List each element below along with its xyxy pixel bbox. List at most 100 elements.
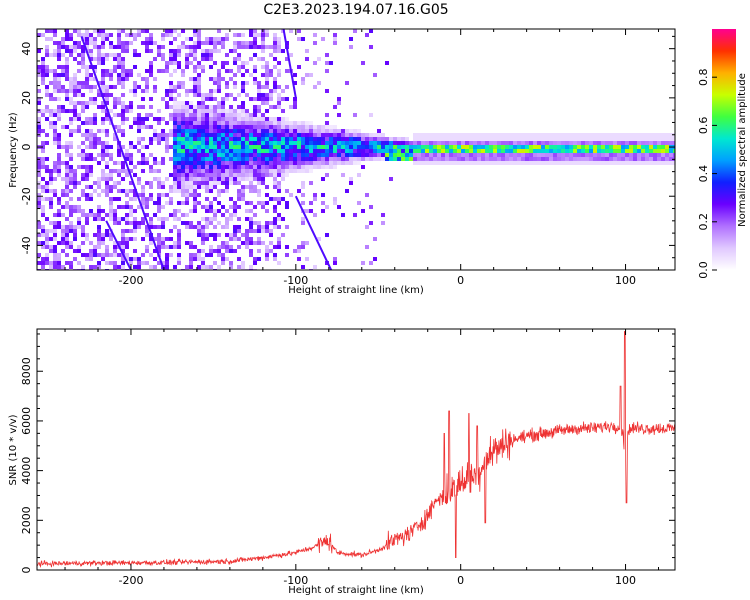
heatmap-cell xyxy=(121,117,125,121)
heatmap-cell xyxy=(301,169,305,173)
heatmap-cell xyxy=(85,133,89,137)
heatmap-cell xyxy=(189,169,193,173)
heatmap-cell xyxy=(277,73,281,77)
heatmap-cell xyxy=(277,237,281,241)
heatmap-cell xyxy=(169,197,173,201)
heatmap-cell xyxy=(149,165,153,169)
heatmap-cell xyxy=(373,149,377,153)
heatmap-cell xyxy=(133,33,137,37)
heatmap-cell xyxy=(137,117,141,121)
heatmap-cell xyxy=(249,29,253,33)
heatmap-cell xyxy=(313,137,317,141)
heatmap-cell xyxy=(161,53,165,57)
heatmap-cell xyxy=(253,145,257,149)
heatmap-cell xyxy=(185,201,189,205)
heatmap-cell xyxy=(429,133,433,137)
heatmap-cell xyxy=(461,141,465,145)
heatmap-cell xyxy=(261,113,265,117)
heatmap-cell xyxy=(221,165,225,169)
heatmap-cell xyxy=(113,133,117,137)
heatmap-cell xyxy=(181,69,185,73)
heatmap-cell xyxy=(345,157,349,161)
heatmap-cell xyxy=(277,137,281,141)
heatmap-cell xyxy=(293,129,297,133)
heatmap-cell xyxy=(93,157,97,161)
heatmap-cell xyxy=(169,173,173,177)
heatmap-cell xyxy=(57,201,61,205)
heatmap-cell xyxy=(105,261,109,265)
heatmap-cell xyxy=(45,197,49,201)
heatmap-cell xyxy=(357,137,361,141)
heatmap-cell xyxy=(349,177,353,181)
heatmap-cell xyxy=(249,225,253,229)
heatmap-cell xyxy=(489,137,493,141)
heatmap-cell xyxy=(217,37,221,41)
heatmap-cell xyxy=(293,249,297,253)
heatmap-cell xyxy=(413,153,417,157)
heatmap-cell xyxy=(161,241,165,245)
heatmap-cell xyxy=(585,133,589,137)
heatmap-cell xyxy=(109,201,113,205)
heatmap-cell xyxy=(125,245,129,249)
heatmap-cell xyxy=(105,93,109,97)
heatmap-cell xyxy=(353,149,357,153)
heatmap-cell xyxy=(89,101,93,105)
heatmap-cell xyxy=(437,133,441,137)
heatmap-cell xyxy=(501,137,505,141)
heatmap-cell xyxy=(201,145,205,149)
heatmap-cell xyxy=(149,97,153,101)
heatmap-cell xyxy=(245,113,249,117)
heatmap-cell xyxy=(469,137,473,141)
heatmap-cell xyxy=(521,145,525,149)
heatmap-cell xyxy=(305,137,309,141)
heatmap-streak xyxy=(80,36,165,270)
heatmap-cell xyxy=(509,141,513,145)
heatmap-cell xyxy=(41,33,45,37)
heatmap-cell xyxy=(225,173,229,177)
heatmap-cell xyxy=(281,141,285,145)
heatmap-cell xyxy=(225,157,229,161)
heatmap-cell xyxy=(177,217,181,221)
heatmap-cell xyxy=(53,109,57,113)
heatmap-cell xyxy=(537,141,541,145)
heatmap-cell xyxy=(157,177,161,181)
heatmap-cell xyxy=(185,149,189,153)
heatmap-cell xyxy=(109,213,113,217)
heatmap-cell xyxy=(117,205,121,209)
heatmap-cell xyxy=(89,249,93,253)
heatmap-cell xyxy=(85,145,89,149)
heatmap-cell xyxy=(145,41,149,45)
heatmap-cell xyxy=(61,37,65,41)
heatmap-cell xyxy=(585,137,589,141)
heatmap-cell xyxy=(617,157,621,161)
heatmap-cell xyxy=(189,193,193,197)
heatmap-cell xyxy=(213,105,217,109)
heatmap-cell xyxy=(245,125,249,129)
heatmap-cell xyxy=(645,149,649,153)
heatmap-cell xyxy=(157,117,161,121)
heatmap-cell xyxy=(197,29,201,33)
heatmap-cell xyxy=(277,145,281,149)
heatmap-cell xyxy=(105,193,109,197)
heatmap-cell xyxy=(481,137,485,141)
heatmap-cell xyxy=(233,117,237,121)
heatmap-cell xyxy=(641,153,645,157)
heatmap-cell xyxy=(81,165,85,169)
heatmap-cell xyxy=(49,29,53,33)
heatmap-cell xyxy=(329,153,333,157)
heatmap-cell xyxy=(89,49,93,53)
heatmap-cell xyxy=(177,237,181,241)
heatmap-cell xyxy=(185,241,189,245)
heatmap-cell xyxy=(637,149,641,153)
heatmap-cell xyxy=(357,129,361,133)
heatmap-cell xyxy=(217,221,221,225)
heatmap-cell xyxy=(269,153,273,157)
heatmap-cell xyxy=(241,113,245,117)
heatmap-cell xyxy=(201,105,205,109)
heatmap-cell xyxy=(129,213,133,217)
heatmap-cell xyxy=(257,117,261,121)
heatmap-cell xyxy=(69,89,73,93)
heatmap-cell xyxy=(205,253,209,257)
heatmap-cell xyxy=(485,145,489,149)
